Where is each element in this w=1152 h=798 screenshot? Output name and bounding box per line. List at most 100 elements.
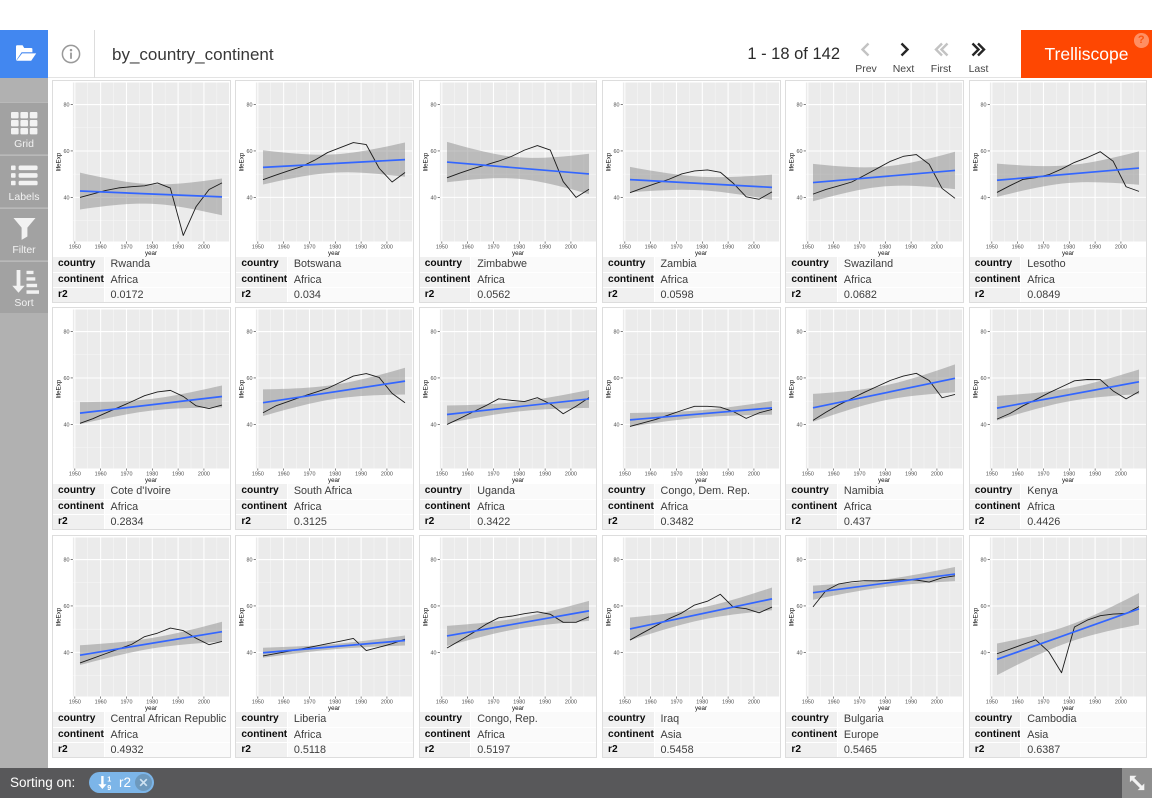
svg-text:1980: 1980 xyxy=(146,472,158,478)
svg-text:40: 40 xyxy=(797,195,803,201)
svg-text:1950: 1950 xyxy=(802,472,814,478)
svg-text:60: 60 xyxy=(980,376,986,382)
svg-text:1960: 1960 xyxy=(95,472,107,478)
svg-text:80: 80 xyxy=(430,557,436,563)
svg-text:80: 80 xyxy=(64,557,70,563)
svg-text:1990: 1990 xyxy=(906,472,918,478)
svg-text:80: 80 xyxy=(247,557,253,563)
svg-text:1950: 1950 xyxy=(69,699,81,705)
svg-text:1970: 1970 xyxy=(671,472,683,478)
svg-text:60: 60 xyxy=(430,376,436,382)
svg-text:40: 40 xyxy=(797,650,803,656)
svg-text:2000: 2000 xyxy=(748,472,760,478)
svg-text:year: year xyxy=(328,705,340,712)
svg-text:1990: 1990 xyxy=(1089,699,1101,705)
svg-text:2000: 2000 xyxy=(1115,244,1127,250)
svg-text:1960: 1960 xyxy=(461,699,473,705)
svg-text:1990: 1990 xyxy=(539,472,551,478)
svg-text:1990: 1990 xyxy=(355,472,367,478)
svg-text:1960: 1960 xyxy=(461,472,473,478)
svg-text:year: year xyxy=(328,478,340,485)
svg-text:1950: 1950 xyxy=(986,244,998,250)
svg-text:1970: 1970 xyxy=(487,472,499,478)
svg-text:year: year xyxy=(145,250,157,257)
svg-text:1990: 1990 xyxy=(722,244,734,250)
svg-text:80: 80 xyxy=(614,103,620,109)
svg-text:2000: 2000 xyxy=(198,244,210,250)
svg-text:year: year xyxy=(878,705,890,712)
svg-text:lifeExp: lifeExp xyxy=(972,152,979,171)
svg-text:1950: 1950 xyxy=(619,472,631,478)
svg-text:lifeExp: lifeExp xyxy=(972,380,979,399)
svg-text:40: 40 xyxy=(430,650,436,656)
svg-text:1960: 1960 xyxy=(828,699,840,705)
svg-text:1980: 1980 xyxy=(1063,244,1075,250)
svg-text:1960: 1960 xyxy=(278,244,290,250)
svg-text:1: 1 xyxy=(107,775,111,783)
svg-text:2000: 2000 xyxy=(931,699,943,705)
svg-text:80: 80 xyxy=(797,557,803,563)
svg-text:1950: 1950 xyxy=(986,472,998,478)
svg-text:lifeExp: lifeExp xyxy=(239,152,246,171)
svg-text:40: 40 xyxy=(64,423,70,429)
svg-text:1980: 1980 xyxy=(880,244,892,250)
svg-text:1950: 1950 xyxy=(619,699,631,705)
svg-text:year: year xyxy=(328,250,340,257)
svg-text:1980: 1980 xyxy=(696,699,708,705)
svg-text:2000: 2000 xyxy=(931,472,943,478)
svg-text:80: 80 xyxy=(247,330,253,336)
svg-text:40: 40 xyxy=(980,195,986,201)
svg-text:2000: 2000 xyxy=(565,472,577,478)
svg-text:1970: 1970 xyxy=(671,244,683,250)
svg-text:80: 80 xyxy=(64,103,70,109)
svg-text:40: 40 xyxy=(247,195,253,201)
svg-text:1990: 1990 xyxy=(1089,472,1101,478)
svg-text:lifeExp: lifeExp xyxy=(239,607,246,626)
svg-text:1980: 1980 xyxy=(146,699,158,705)
svg-text:60: 60 xyxy=(64,603,70,609)
svg-text:80: 80 xyxy=(64,330,70,336)
svg-text:80: 80 xyxy=(247,103,253,109)
svg-text:2000: 2000 xyxy=(931,244,943,250)
svg-text:lifeExp: lifeExp xyxy=(972,607,979,626)
svg-text:2000: 2000 xyxy=(381,699,393,705)
svg-text:40: 40 xyxy=(430,423,436,429)
svg-text:1980: 1980 xyxy=(513,244,525,250)
svg-text:60: 60 xyxy=(614,376,620,382)
svg-text:1980: 1980 xyxy=(330,244,342,250)
svg-text:80: 80 xyxy=(430,330,436,336)
svg-text:80: 80 xyxy=(797,330,803,336)
svg-text:60: 60 xyxy=(430,603,436,609)
svg-text:lifeExp: lifeExp xyxy=(606,152,613,171)
svg-text:1960: 1960 xyxy=(278,472,290,478)
svg-text:1970: 1970 xyxy=(487,699,499,705)
svg-text:1970: 1970 xyxy=(304,244,316,250)
svg-text:40: 40 xyxy=(980,423,986,429)
svg-text:2000: 2000 xyxy=(198,699,210,705)
svg-text:1970: 1970 xyxy=(487,244,499,250)
svg-text:1980: 1980 xyxy=(146,244,158,250)
svg-text:1950: 1950 xyxy=(436,699,448,705)
svg-text:year: year xyxy=(1062,250,1074,257)
svg-text:1990: 1990 xyxy=(539,699,551,705)
svg-text:1990: 1990 xyxy=(722,472,734,478)
svg-text:60: 60 xyxy=(797,376,803,382)
svg-text:2000: 2000 xyxy=(198,472,210,478)
svg-text:1980: 1980 xyxy=(880,699,892,705)
svg-text:1990: 1990 xyxy=(355,699,367,705)
svg-text:2000: 2000 xyxy=(565,699,577,705)
svg-text:40: 40 xyxy=(247,423,253,429)
svg-text:year: year xyxy=(695,705,707,712)
svg-text:1980: 1980 xyxy=(513,472,525,478)
svg-text:1990: 1990 xyxy=(172,244,184,250)
svg-text:1960: 1960 xyxy=(645,472,657,478)
svg-text:1960: 1960 xyxy=(645,699,657,705)
svg-text:60: 60 xyxy=(64,376,70,382)
svg-text:2000: 2000 xyxy=(565,244,577,250)
svg-text:60: 60 xyxy=(980,603,986,609)
svg-text:1950: 1950 xyxy=(252,699,264,705)
svg-text:1950: 1950 xyxy=(252,472,264,478)
svg-text:1970: 1970 xyxy=(120,472,132,478)
svg-text:1970: 1970 xyxy=(120,699,132,705)
svg-text:2000: 2000 xyxy=(748,244,760,250)
